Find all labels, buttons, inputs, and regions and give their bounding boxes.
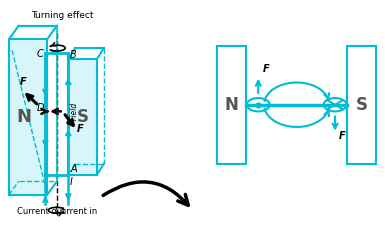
FancyArrowPatch shape [103, 182, 188, 205]
Bar [9, 39, 47, 195]
Text: Field: Field [70, 102, 79, 120]
Bar [347, 46, 376, 164]
Text: B: B [70, 50, 77, 60]
Text: N: N [225, 96, 239, 114]
Text: F: F [77, 124, 83, 135]
Text: I: I [70, 177, 73, 187]
Bar [68, 59, 97, 175]
Bar [218, 46, 246, 164]
Text: Current out: Current out [17, 207, 66, 216]
Text: C: C [37, 49, 44, 59]
Text: F: F [339, 131, 345, 141]
Text: Current in: Current in [55, 207, 97, 216]
Text: N: N [17, 108, 32, 126]
Text: S: S [356, 96, 368, 114]
Text: F: F [263, 65, 270, 74]
Text: S: S [77, 108, 89, 126]
Text: A: A [70, 164, 77, 175]
Text: Turning effect: Turning effect [31, 11, 94, 20]
Text: F: F [20, 77, 26, 87]
Text: D: D [37, 104, 45, 113]
